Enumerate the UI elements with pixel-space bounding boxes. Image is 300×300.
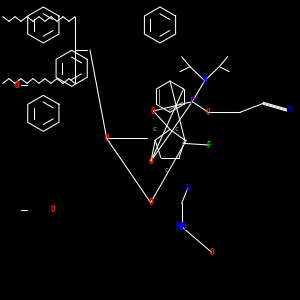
Text: C: C — [174, 127, 178, 132]
Text: O: O — [151, 106, 156, 116]
Text: O: O — [209, 248, 214, 257]
Text: NH: NH — [176, 222, 188, 232]
Text: C: C — [164, 169, 168, 173]
Text: F: F — [206, 140, 211, 149]
Text: N: N — [288, 106, 292, 115]
Text: O: O — [14, 80, 19, 89]
Text: O: O — [206, 108, 211, 117]
Text: O: O — [51, 206, 56, 214]
Text: O: O — [148, 198, 153, 207]
Text: N: N — [185, 184, 190, 193]
Text: C: C — [152, 127, 156, 132]
Text: O: O — [149, 157, 153, 166]
Text: P: P — [190, 97, 195, 106]
Text: O: O — [104, 134, 109, 143]
Text: C: C — [181, 141, 185, 146]
Text: N: N — [202, 76, 207, 85]
